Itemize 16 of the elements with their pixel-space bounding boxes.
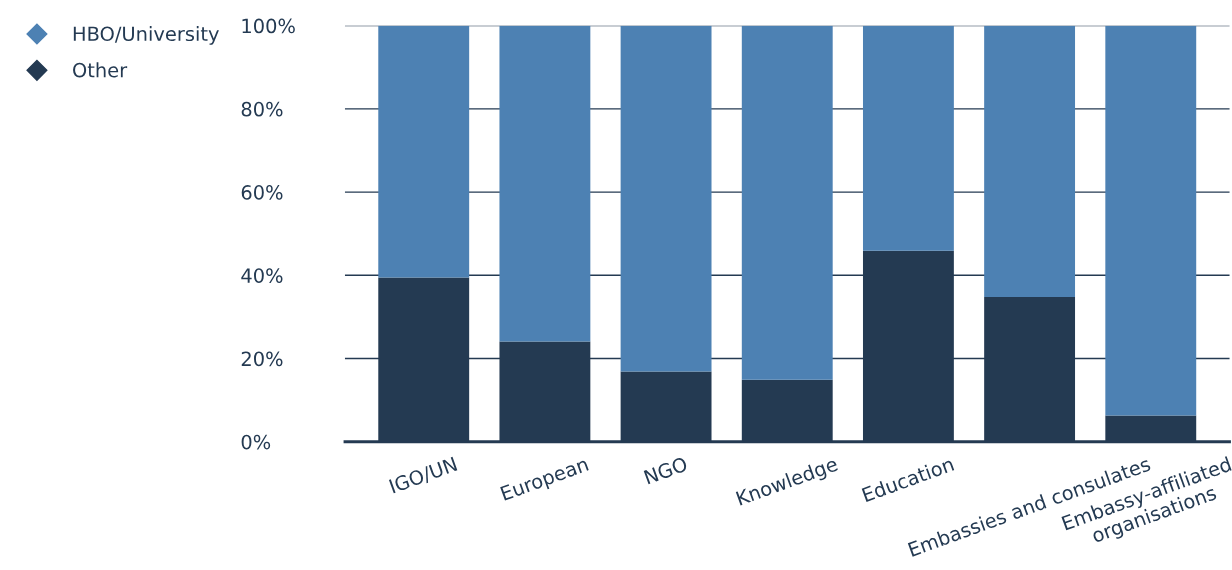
y-tick-label: 0% — [241, 434, 271, 450]
legend-label: Other — [73, 62, 128, 78]
bar — [984, 25, 1076, 297]
bar — [741, 25, 833, 380]
y-tick-label: 20% — [241, 351, 283, 367]
y-tick-label: 40% — [241, 268, 283, 283]
y-tick-label: 80% — [241, 101, 283, 117]
bar — [862, 25, 954, 251]
bar — [620, 25, 712, 372]
bar — [1105, 25, 1197, 416]
legend-label: HBO/University — [73, 26, 219, 45]
bar — [378, 25, 470, 278]
y-tick-label: 60% — [241, 185, 283, 200]
x-tick-label: NGO — [643, 456, 689, 485]
bar — [499, 25, 591, 342]
y-tick-label: 100% — [242, 18, 295, 34]
